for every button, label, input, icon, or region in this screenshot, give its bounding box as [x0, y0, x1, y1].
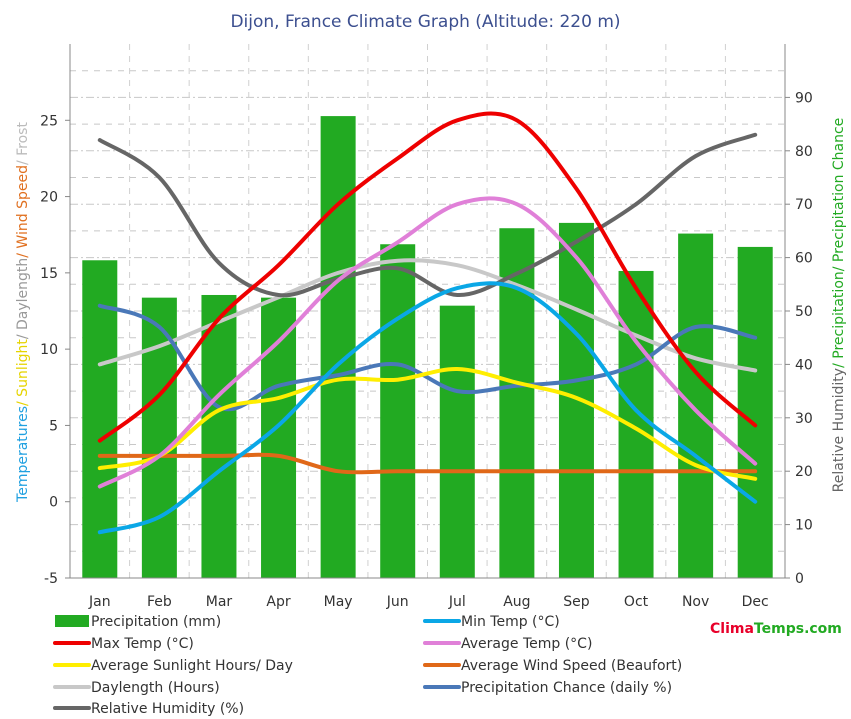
legend-label: Average Temp (°C): [461, 636, 592, 652]
y-right-tick-label: 80: [795, 144, 813, 160]
y-right-tick-label: 90: [795, 90, 813, 106]
legend-label: Daylength (Hours): [91, 680, 220, 696]
y-right-axis: 0 10 20 30 40 50 60 70 80 90: [785, 90, 813, 587]
brand-part-2: Temps: [754, 621, 804, 637]
precipitation-bar: [380, 244, 416, 578]
y-right-tick-label: 0: [795, 571, 804, 587]
y-left-tick-label: 5: [49, 418, 58, 434]
legend-item: Average Sunlight Hours/ Day: [53, 658, 293, 674]
series-line: [97, 366, 758, 481]
x-tick-label: Feb: [147, 594, 172, 610]
axis-title-part: / Frost: [15, 122, 31, 166]
legend-label: Relative Humidity (%): [91, 701, 244, 717]
series-line: [97, 196, 758, 489]
axis-title-part: / Wind Speed: [15, 165, 31, 258]
x-tick-label: Sep: [563, 594, 590, 610]
y-right-tick-label: 30: [795, 411, 813, 427]
y-left-axis-title: Temperatures/ Sunlight/ Daylength/ Wind …: [15, 122, 31, 503]
y-right-tick-label: 50: [795, 304, 813, 320]
precipitation-bar: [439, 305, 475, 578]
brand-part-1: Clima: [710, 621, 754, 637]
x-tick-label: Nov: [682, 594, 709, 610]
brand-part-3: .com: [804, 621, 842, 637]
x-tick-label: Jul: [448, 594, 466, 610]
x-tick-label: Jun: [386, 594, 409, 610]
grid-lines: [69, 44, 786, 578]
legend-item: Average Wind Speed (Beaufort): [423, 658, 682, 674]
legend-label: Min Temp (°C): [461, 614, 560, 630]
legend-item: Min Temp (°C): [423, 614, 560, 630]
series-line: [97, 452, 758, 475]
legend-label: Average Sunlight Hours/ Day: [91, 658, 293, 674]
chart-title: Dijon, France Climate Graph (Altitude: 2…: [230, 12, 620, 32]
precipitation-bar: [82, 260, 118, 578]
precipitation-bar: [201, 294, 237, 578]
y-right-tick-label: 60: [795, 251, 813, 267]
axis-title-part: / Precipitation: [831, 271, 847, 368]
series-line: [97, 111, 758, 443]
x-tick-label: Jan: [88, 594, 111, 610]
legend-item: Precipitation Chance (daily %): [423, 680, 672, 696]
axis-title-part: Relative Humidity: [831, 368, 847, 492]
legend-item: Daylength (Hours): [53, 680, 220, 696]
y-left-tick-label: 0: [49, 495, 58, 511]
y-left-tick-label: 10: [40, 342, 58, 358]
x-tick-label: Dec: [742, 594, 769, 610]
x-tick-label: Mar: [206, 594, 233, 610]
precipitation-bar: [678, 233, 714, 578]
legend: Precipitation (mm) Min Temp (°C) Max Temp …: [53, 614, 682, 717]
y-right-axis-title: Relative Humidity/ Precipitation/ Precip…: [831, 118, 847, 493]
axis-title-part: / Daylength: [15, 258, 31, 339]
y-right-tick-label: 70: [795, 197, 813, 213]
x-tick-label: Aug: [503, 594, 530, 610]
x-tick-label: Oct: [624, 594, 649, 610]
legend-label: Max Temp (°C): [91, 636, 194, 652]
precipitation-bar: [618, 270, 654, 578]
x-axis-ticks: Jan Feb Mar Apr May Jun Jul Aug Sep Oct Nov Dec: [88, 594, 769, 610]
precipitation-bars: [82, 116, 773, 579]
legend-item: Precipitation (mm): [55, 614, 221, 630]
series-lines: [97, 111, 758, 535]
y-right-tick-label: 40: [795, 357, 813, 373]
legend-swatch: [55, 615, 89, 627]
x-tick-label: Apr: [266, 594, 290, 610]
legend-label: Average Wind Speed (Beaufort): [461, 658, 682, 674]
series-line: [97, 132, 758, 298]
axis-title-part: Temperatures: [15, 406, 31, 503]
series-line: [97, 281, 758, 535]
y-left-tick-label: 15: [40, 266, 58, 282]
precipitation-bar: [558, 222, 594, 578]
legend-label: Precipitation Chance (daily %): [461, 680, 672, 696]
y-left-tick-label: 20: [40, 190, 58, 206]
precipitation-bar: [737, 246, 773, 579]
legend-item: Max Temp (°C): [53, 636, 194, 652]
legend-label: Precipitation (mm): [91, 614, 221, 630]
precipitation-bar: [261, 297, 297, 578]
precipitation-bar: [320, 116, 356, 578]
y-right-tick-label: 10: [795, 518, 813, 534]
legend-item: Relative Humidity (%): [53, 701, 244, 717]
y-left-tick-label: 25: [40, 113, 58, 129]
axis-title-part: / Sunlight: [15, 339, 31, 406]
series-line: [97, 303, 758, 412]
y-right-tick-label: 20: [795, 464, 813, 480]
axis-title-part: / Precipitation Chance: [831, 118, 847, 272]
x-tick-label: May: [324, 594, 353, 610]
legend-item: Average Temp (°C): [423, 636, 592, 652]
y-left-tick-label: -5: [44, 571, 58, 587]
y-left-axis: -5 0 5 10 15 20 25: [40, 113, 70, 587]
brand-logo: ClimaTemps.com: [710, 621, 842, 637]
